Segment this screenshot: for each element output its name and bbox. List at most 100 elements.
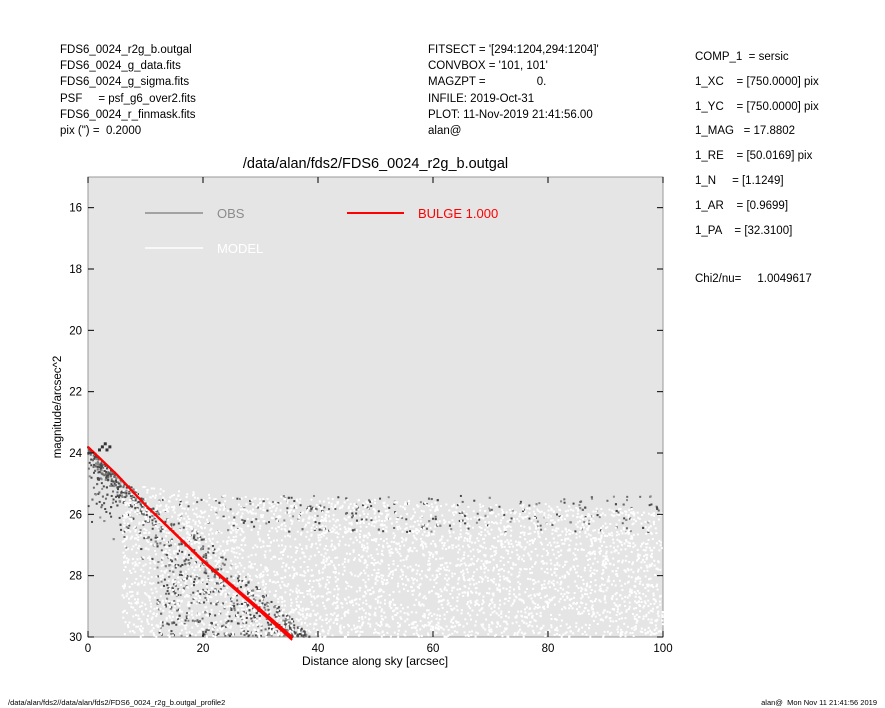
model-point (172, 573, 175, 576)
model-point (170, 557, 173, 560)
model-point (620, 584, 623, 587)
model-point (254, 574, 257, 577)
model-point (410, 611, 413, 614)
obs-point (218, 501, 221, 504)
model-point (320, 553, 323, 556)
obs-point (258, 614, 261, 617)
obs-point (128, 492, 131, 495)
model-point (377, 590, 380, 593)
obs-point (110, 515, 113, 518)
model-point (409, 546, 412, 549)
obs-point (193, 580, 196, 583)
model-point (331, 497, 334, 500)
model-point (374, 611, 377, 614)
model-point (539, 511, 542, 514)
model-point (141, 627, 144, 630)
model-point (466, 594, 469, 597)
model-point (448, 531, 451, 534)
model-point (395, 521, 398, 524)
model-point (347, 507, 350, 510)
obs-point (109, 469, 112, 472)
model-point (314, 633, 317, 636)
model-point (493, 577, 496, 580)
model-point (131, 594, 134, 597)
model-point (421, 523, 424, 526)
model-point (210, 596, 213, 599)
model-point (452, 621, 455, 624)
model-point (591, 544, 594, 547)
obs-point (92, 471, 95, 474)
model-point (397, 585, 400, 588)
model-point (310, 533, 313, 536)
model-point (358, 533, 361, 536)
model-point (281, 551, 284, 554)
obs-point (190, 601, 193, 604)
model-point (550, 618, 553, 621)
model-point (449, 562, 452, 565)
model-point (604, 514, 607, 517)
model-point (530, 612, 533, 615)
model-point (339, 626, 342, 629)
obs-point (203, 554, 206, 557)
model-point (131, 630, 134, 633)
model-point (187, 508, 190, 511)
model-point (451, 609, 454, 612)
obs-point (183, 622, 186, 625)
model-point (580, 575, 583, 578)
model-point (589, 635, 592, 638)
obs-point (154, 534, 157, 537)
obs-point (184, 563, 187, 566)
model-point (451, 596, 454, 599)
obs-point (182, 526, 185, 529)
obs-point (162, 584, 165, 587)
model-point (224, 583, 227, 586)
model-point (486, 560, 489, 563)
model-point (411, 621, 414, 624)
model-point (529, 571, 532, 574)
model-point (277, 544, 280, 547)
obs-point (140, 556, 143, 559)
model-point (588, 558, 591, 561)
obs-point (263, 606, 266, 609)
model-point (241, 556, 244, 559)
model-point (144, 563, 147, 566)
model-point (294, 551, 297, 554)
obs-point (558, 515, 561, 518)
model-point (228, 592, 231, 595)
model-point (325, 622, 328, 625)
model-point (155, 504, 158, 507)
model-point (462, 553, 465, 556)
model-point (564, 510, 567, 513)
model-point (186, 547, 189, 550)
model-point (619, 541, 622, 544)
model-point (493, 610, 496, 613)
model-point (380, 552, 383, 555)
obs-point (250, 521, 253, 524)
model-point (371, 574, 374, 577)
obs-point (421, 524, 424, 527)
model-point (602, 590, 605, 593)
obs-point (130, 491, 133, 494)
model-point (529, 594, 532, 597)
model-point (307, 607, 310, 610)
model-point (650, 618, 653, 621)
model-point (200, 589, 203, 592)
model-point (470, 601, 473, 604)
model-point (283, 549, 286, 552)
model-point (139, 605, 142, 608)
obs-point (98, 464, 101, 467)
model-point (545, 601, 548, 604)
model-point (439, 626, 442, 629)
model-point (335, 596, 338, 599)
model-point (400, 603, 403, 606)
obs-point (655, 506, 658, 509)
model-point (134, 528, 137, 531)
model-point (527, 625, 530, 628)
model-point (425, 624, 428, 627)
model-point (290, 620, 293, 623)
obs-point (174, 579, 177, 582)
model-point (362, 601, 365, 604)
obs-point (201, 538, 204, 541)
model-point (462, 510, 465, 513)
model-point (555, 530, 558, 533)
